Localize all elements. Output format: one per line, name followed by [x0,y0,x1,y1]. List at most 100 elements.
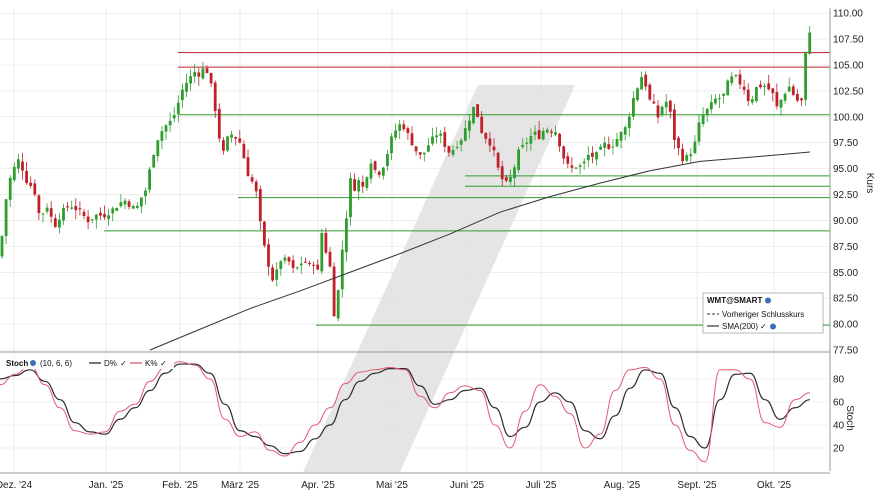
candle-body [689,154,693,157]
candle-body [369,163,373,179]
candle-body [595,152,598,160]
checkmark-icon[interactable]: ✓ [160,359,167,368]
candle-body [492,146,496,151]
info-icon[interactable] [770,323,776,330]
candle-body [25,170,28,184]
candle-body [652,101,656,104]
candle-body [591,152,594,157]
candle-body [504,177,508,181]
price-tick-label: 110.00 [833,9,863,20]
candle-body [53,218,57,227]
sma-200-line [149,151,811,351]
candle-body [45,207,49,212]
candle-body [332,266,336,317]
candle-body [365,177,369,189]
candle-body [201,68,205,79]
candle-body [283,257,287,261]
candle-body [197,72,201,77]
candle-body [484,133,488,139]
x-tick-label: Jan. '25 [89,480,124,491]
candle-body [172,115,176,119]
horizontal-lines [104,52,830,326]
candle-body [226,136,229,151]
candle-body [390,136,393,154]
candle-body [808,32,812,54]
candle-body [160,131,164,141]
candle-body [550,131,553,133]
candle-body [644,74,648,87]
info-icon[interactable] [30,360,36,366]
candle-body [353,179,356,191]
legend-box: WMT@SMART Vorheriger Schlusskurs SMA(200… [702,292,824,334]
candle-body [525,142,529,144]
candle-body [418,152,422,155]
candle-body [623,127,627,135]
candle-body [714,98,717,104]
candle-body [156,140,160,157]
candle-body [41,213,45,215]
candle-body [763,85,766,87]
candle-body [8,177,12,200]
price-tick-label: 80.00 [833,320,858,331]
candle-body [312,264,315,266]
candle-body [545,129,549,133]
price-tick-label: 107.50 [833,35,864,46]
price-axis-label: Kurs [864,173,875,194]
candle-body [537,130,541,139]
candle-body [603,142,607,148]
candle-body [148,169,151,190]
candle-body [775,92,779,107]
x-tick-label: Juni '25 [450,480,485,491]
candle-body [291,260,295,268]
candle-body [521,144,525,148]
candle-body [254,181,258,192]
legend-ticker: WMT@SMART [707,296,762,305]
candle-body [345,218,348,253]
candle-body [62,207,65,221]
candle-body [349,178,352,218]
candle-body [447,146,451,153]
x-tick-label: Okt. '25 [757,480,792,491]
candle-body [701,114,705,125]
candle-body [140,197,143,207]
candle-body [738,74,742,85]
price-grid [0,8,830,471]
candle-body [275,269,279,280]
candle-body [209,73,213,84]
checkmark-icon[interactable]: ✓ [760,322,767,331]
candle-body [607,144,611,149]
candle-body [340,249,344,290]
checkmark-icon[interactable]: ✓ [120,359,127,368]
candle-body [234,136,238,139]
candle-body [127,201,131,207]
candle-body [131,205,135,209]
x-axis: Dez. '24 Jan. '25 Feb. '25 März '25 Apr. '25… [0,480,792,491]
stoch-k-label: K% [145,359,157,368]
candle-body [230,134,233,138]
candle-body [435,135,438,138]
candle-body [496,152,500,168]
x-tick-label: Dez. '24 [0,480,33,491]
candle-body [205,68,209,74]
candle-body [693,141,697,154]
candle-body [58,219,61,228]
candle-body [29,182,33,186]
candle-body [33,183,37,195]
price-tick-label: 90.00 [833,216,858,227]
candle-body [562,146,566,159]
info-icon[interactable] [765,297,771,304]
candle-body [488,138,492,146]
candle-body [324,233,328,253]
candle-body [668,100,672,112]
candle-body [726,80,730,96]
candle-body [730,76,734,84]
x-tick-label: Aug. '25 [604,480,641,491]
candle-body [513,167,516,179]
stoch-d-line [0,363,811,455]
candle-body [242,143,246,159]
candle-body [119,202,123,207]
candle-body [267,244,270,267]
candle-body [320,233,324,272]
price-tick-label: 85.00 [833,268,858,279]
